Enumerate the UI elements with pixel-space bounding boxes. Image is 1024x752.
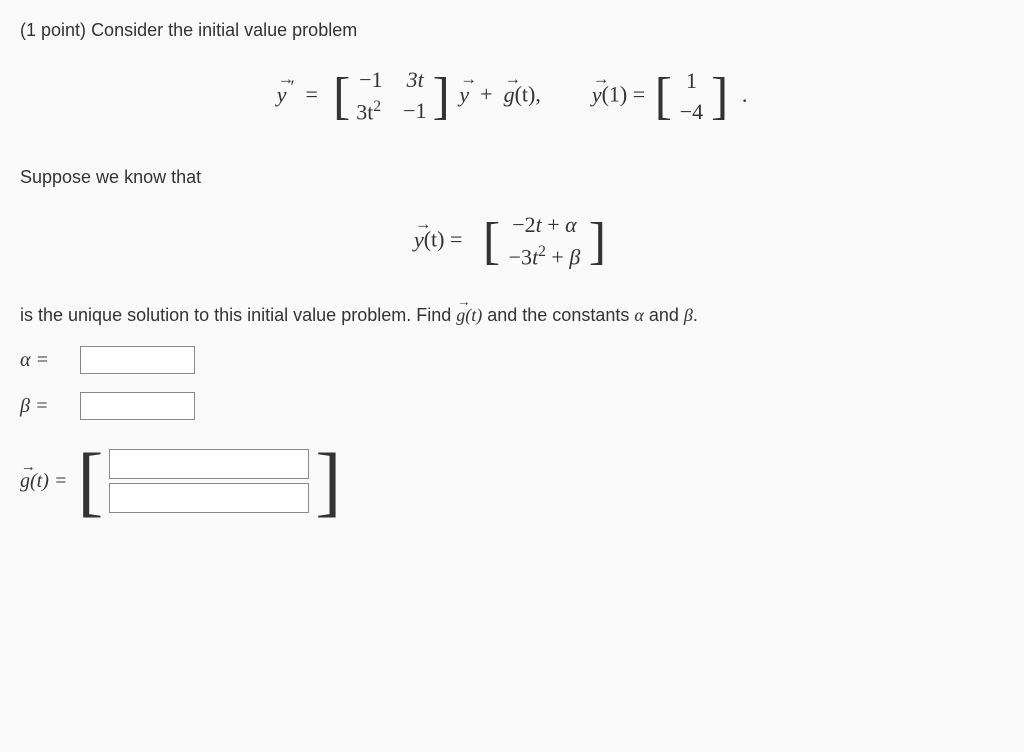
initial-vector: [ 1 −4 ]	[655, 64, 729, 130]
m21-sup: 2	[373, 98, 381, 115]
beta-inline: β	[684, 305, 693, 325]
m22: −1	[403, 96, 426, 128]
equation-solution: y(t) = [ −2t + α −3t2 + β ]	[20, 208, 1004, 275]
alpha-input[interactable]	[80, 346, 195, 374]
m21: 3t	[356, 99, 373, 124]
alpha-label: α =	[20, 349, 80, 372]
g2-input[interactable]	[109, 483, 309, 513]
y-vec-2: y	[459, 82, 469, 108]
conclude-p3: .	[693, 305, 698, 325]
alpha-inline: α	[634, 305, 643, 325]
g-vec: g	[504, 82, 515, 108]
g-answer-row: g(t) = [ ]	[20, 445, 1004, 517]
solution-vector: [ −2t + α −3t2 + β ]	[483, 208, 606, 275]
beta-label: β =	[20, 395, 80, 418]
v1: 1	[678, 66, 705, 97]
g-inline: g	[456, 303, 465, 328]
g-answer-sym: g	[20, 470, 30, 493]
intro-text: Consider the initial value problem	[91, 20, 357, 40]
m11: −1	[359, 65, 382, 96]
coefficient-matrix: [ −1 3t 3t2 −1 ]	[333, 63, 450, 130]
e2-sup: 2	[538, 243, 546, 260]
y-sol: y	[414, 227, 424, 253]
conclude-text: is the unique solution to this initial v…	[20, 303, 1004, 328]
conclude-p1: is the unique solution to this initial v…	[20, 305, 456, 325]
conclude-p2: and the constants	[482, 305, 634, 325]
beta-input[interactable]	[80, 392, 195, 420]
y-vec: y	[277, 82, 287, 108]
bracket-left: [	[77, 445, 103, 517]
eq1-period: .	[742, 82, 748, 107]
e2a: −3t	[509, 244, 539, 269]
y-init: y	[592, 82, 602, 108]
alpha-answer-row: α =	[20, 346, 1004, 374]
points-label: (1 point)	[20, 20, 86, 40]
v2: −4	[680, 97, 703, 128]
conclude-and: and	[644, 305, 684, 325]
equation-ivp: y′ = [ −1 3t 3t2 −1 ] y + g(t), y(1) = […	[20, 63, 1004, 130]
beta-answer-row: β =	[20, 392, 1004, 420]
suppose-text: Suppose we know that	[20, 165, 1004, 190]
bracket-right: ]	[315, 445, 341, 517]
g1-input[interactable]	[109, 449, 309, 479]
problem-header: (1 point) Consider the initial value pro…	[20, 18, 1004, 43]
